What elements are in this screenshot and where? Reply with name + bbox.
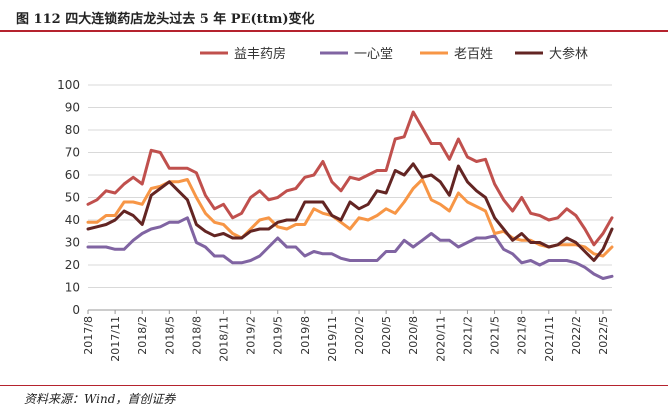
y-tick-label: 40: [65, 213, 80, 227]
y-tick-label: 100: [57, 78, 80, 92]
series-line-3: [86, 178, 614, 258]
source-note: 资料来源：Wind，首创证券: [24, 392, 176, 406]
x-tick-label: 2020/8: [407, 316, 420, 355]
x-tick-label: 2020/11: [434, 316, 447, 362]
y-tick-label: 60: [65, 168, 80, 182]
y-tick-label: 70: [65, 146, 80, 160]
x-tick-label: 2022/5: [597, 316, 610, 355]
x-tick-label: 2018/5: [163, 316, 176, 355]
x-tick-label: 2019/2: [245, 316, 258, 355]
legend-label: 老百姓: [454, 47, 493, 62]
y-tick-label: 30: [65, 236, 80, 250]
x-tick-label: 2020/5: [380, 316, 393, 355]
x-tick-label: 2018/11: [218, 316, 231, 362]
legend-label: 益丰药房: [234, 46, 286, 62]
y-tick-label: 20: [65, 258, 80, 272]
x-tick-label: 2021/8: [516, 316, 529, 355]
y-tick-label: 90: [65, 101, 80, 115]
x-tick-label: 2018/2: [136, 316, 149, 355]
x-tick-label: 2022/2: [570, 316, 583, 355]
x-tick-label: 2017/11: [109, 316, 122, 362]
gridlines: [88, 84, 612, 288]
legend: 益丰药房 一心堂 老百姓 大参林: [200, 46, 588, 62]
source-rule: [0, 385, 668, 386]
legend-label: 一心堂: [354, 47, 393, 62]
x-tick-label: 2019/11: [326, 316, 339, 362]
y-tick-label: 0: [72, 303, 80, 317]
x-tick-label: 2017/8: [82, 316, 95, 355]
series-line-4: [86, 162, 614, 262]
x-tick-label: 2018/8: [190, 316, 203, 355]
figure-title: 图 112 四大连锁药店龙头过去 5 年 PE(ttm)变化: [16, 12, 315, 27]
legend-label: 大参林: [549, 46, 588, 62]
title-rule: [0, 30, 668, 32]
series-line-1: [86, 110, 614, 247]
x-tick-label: 2021/2: [461, 316, 474, 355]
x-tick-label: 2020/2: [353, 316, 366, 355]
x-tick-label: 2019/5: [272, 316, 285, 355]
pe-line-chart: 0 10 20 30 40 50 60 70 80 90 100 2017/8 2017/11 2018/…: [57, 46, 614, 362]
axes: 0 10 20 30 40 50 60 70 80 90 100 2017/8 2017/11 2018/…: [57, 78, 612, 362]
x-tick-label: 2021/11: [543, 316, 556, 362]
x-tick-label: 2021/5: [489, 316, 502, 355]
series-lines: [86, 110, 614, 280]
y-tick-label: 50: [65, 191, 80, 205]
x-tick-label: 2019/8: [299, 316, 312, 355]
y-tick-label: 80: [65, 123, 80, 137]
y-tick-label: 10: [65, 281, 80, 295]
series-line-2: [86, 216, 614, 280]
